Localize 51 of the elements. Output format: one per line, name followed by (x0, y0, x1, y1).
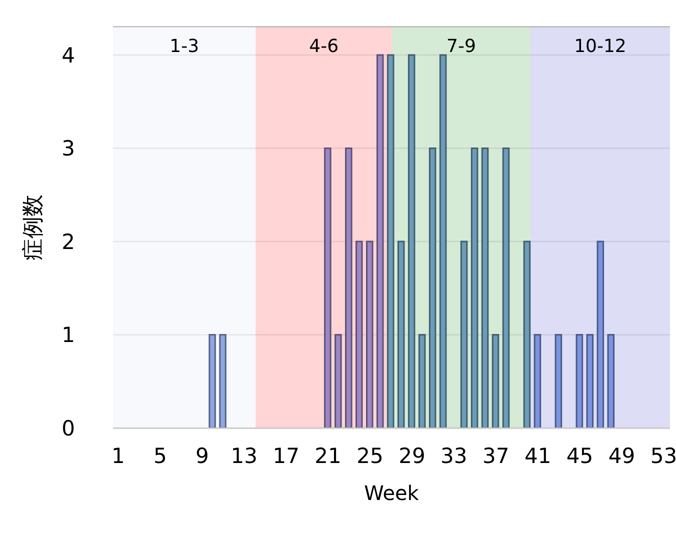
x-tick-label: 25 (356, 444, 384, 468)
bar (334, 334, 342, 428)
bar (576, 334, 584, 428)
y-tick-label: 3 (62, 136, 75, 161)
x-tick-label: 49 (608, 444, 636, 468)
bar (345, 147, 352, 428)
x-tick-label: 1 (112, 444, 125, 468)
x-tick-label: 17 (272, 444, 300, 468)
bar (356, 240, 363, 428)
bar (554, 334, 562, 428)
bar (428, 147, 436, 428)
y-tick-label: 2 (62, 230, 75, 254)
y-tick-label: 4 (62, 43, 75, 68)
x-tick-label: 13 (230, 444, 258, 468)
bar (397, 240, 405, 428)
bar (523, 240, 531, 428)
x-tick-label: 9 (195, 444, 209, 468)
bar (324, 147, 332, 428)
x-tick-label: 37 (482, 444, 510, 468)
bar (460, 240, 468, 428)
bar (208, 334, 216, 428)
bar (481, 147, 489, 428)
bar (470, 147, 478, 428)
band-label: 1-3 (170, 36, 200, 57)
bar (534, 334, 542, 428)
y-tick-label: 1 (62, 323, 75, 348)
bar (607, 334, 615, 428)
bar (439, 54, 447, 428)
bar (586, 334, 594, 428)
band-label: 10-12 (574, 36, 626, 57)
bar (376, 54, 384, 428)
x-tick-label: 29 (398, 444, 426, 468)
y-tick-label: 0 (62, 416, 75, 440)
x-tick-label: 5 (154, 444, 167, 468)
bar (418, 334, 426, 428)
band-label: 7-9 (446, 36, 476, 57)
band-label: 4-6 (309, 36, 339, 57)
y-axis-title: 症例数 (20, 194, 46, 260)
x-axis-title: Week (364, 481, 420, 505)
bar (502, 147, 510, 428)
x-tick-label: 53 (650, 444, 676, 468)
x-tick-label: 45 (566, 444, 594, 468)
x-tick-label: 21 (314, 444, 342, 468)
bar (366, 240, 374, 428)
bar (596, 240, 604, 428)
bar (408, 54, 416, 428)
x-tick-label: 41 (524, 444, 552, 468)
bar (492, 334, 500, 428)
x-tick-label: 33 (440, 444, 468, 468)
bar (219, 334, 226, 428)
bar (386, 54, 394, 428)
